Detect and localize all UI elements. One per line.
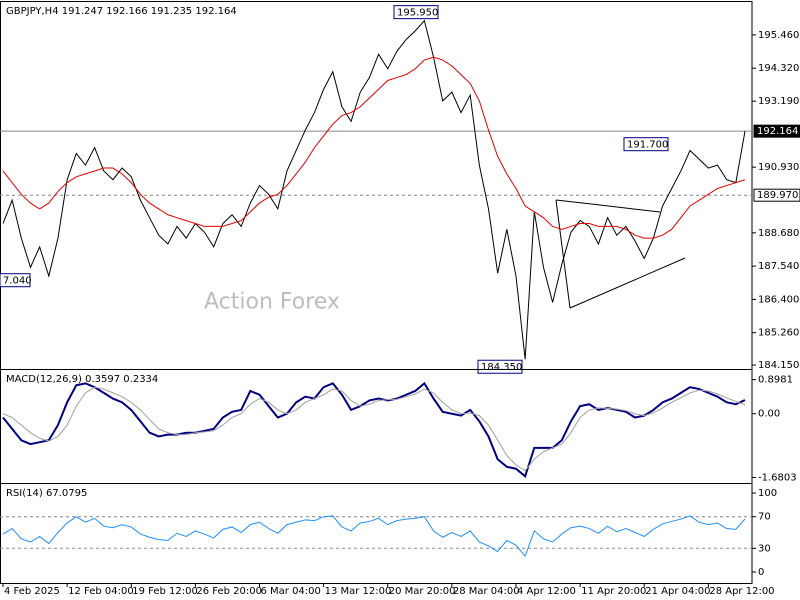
level-label: 189.970 [757, 190, 798, 201]
y-tick-label: -1.6803 [758, 472, 797, 483]
x-tick-label: 26 Feb 20:00 [196, 586, 262, 597]
y-tick-label: 0.00 [758, 409, 780, 420]
trendline-upper [555, 199, 661, 213]
y-tick-label: 187.540 [758, 261, 799, 272]
x-tick-label: 6 Mar 04:00 [260, 586, 320, 597]
trendline-side [555, 199, 571, 309]
x-tick-label: 4 Apr 12:00 [517, 586, 576, 597]
x-tick-label: 11 Apr 20:00 [581, 586, 646, 597]
series-line [2, 381, 746, 479]
x-tick-label: 19 Feb 12:00 [132, 586, 198, 597]
x-tick-label: 21 Apr 04:00 [645, 586, 710, 597]
y-tick-label: 185.260 [758, 328, 799, 339]
x-tick-label: 20 Mar 20:00 [389, 586, 456, 597]
panel-title: RSI(14) 67.0795 [6, 488, 87, 499]
level-label: 192.164 [757, 126, 798, 137]
series-line [2, 56, 746, 239]
annotation-label: 7.040 [3, 276, 32, 287]
y-tick-label: 30 [758, 543, 771, 554]
y-tick-label: 193.190 [758, 96, 799, 107]
annotation-label: 184.350 [481, 362, 522, 373]
y-tick-label: 186.400 [758, 294, 799, 305]
x-tick-label: 28 Mar 04:00 [453, 586, 520, 597]
y-tick-label: 100 [758, 488, 777, 499]
y-tick-label: 0.8981 [758, 375, 793, 386]
watermark: Action Forex [204, 289, 340, 314]
panel-title: GBPJPY,H4 191.247 192.166 191.235 192.16… [6, 6, 237, 17]
y-tick-label: 188.680 [758, 228, 799, 239]
level-tag [753, 124, 800, 138]
series-line [2, 515, 746, 558]
annotation-box [393, 5, 439, 20]
y-tick-label: 70 [758, 512, 771, 523]
y-tick-label: 195.460 [758, 30, 799, 41]
y-tick-label: 0 [758, 567, 764, 578]
series-line [2, 386, 746, 472]
annotation-label: 191.700 [627, 140, 668, 151]
annotation-box [0, 273, 31, 288]
series-line [2, 19, 746, 360]
x-tick-label: 12 Feb 04:00 [68, 586, 134, 597]
y-tick-label: 194.320 [758, 63, 799, 74]
panel-title: MACD(12,26,9) 0.3597 0.2334 [6, 374, 158, 385]
trendline-lower [569, 257, 686, 309]
annotation-box [623, 137, 669, 152]
background [0, 0, 753, 599]
annotation-label: 195.950 [397, 8, 438, 19]
y-tick-label: 190.930 [758, 162, 799, 173]
x-tick-label: 13 Mar 12:00 [325, 586, 392, 597]
y-tick-label: 184.150 [758, 360, 799, 371]
level-tag [753, 188, 800, 202]
x-tick-label: 4 Feb 2025 [4, 586, 60, 597]
panel-frame [0, 483, 753, 584]
x-tick-label: 28 Apr 12:00 [709, 586, 774, 597]
